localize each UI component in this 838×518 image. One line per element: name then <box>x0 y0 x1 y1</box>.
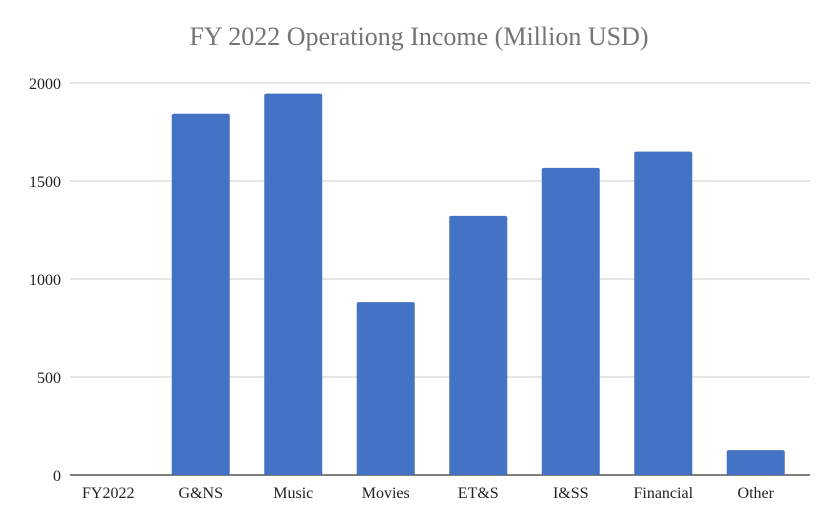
bar-et-s <box>449 215 508 475</box>
x-axis-ticks: FY2022 G&NS Music Movies ET&S I&SS Financial Ot… <box>82 485 775 502</box>
chart-title: FY 2022 Operationg Income (Million USD) <box>189 22 649 51</box>
x-tick-label: Music <box>273 485 313 502</box>
x-tick-label: Financial <box>633 485 693 502</box>
y-axis-ticks: 0 500 1000 1500 2000 <box>29 76 61 485</box>
bar-music <box>264 93 323 476</box>
bar-other <box>726 450 785 475</box>
x-tick-label: Movies <box>362 485 410 502</box>
x-tick-label: I&SS <box>553 485 589 502</box>
x-tick-label: G&NS <box>179 485 223 502</box>
bars <box>171 93 785 476</box>
y-tick-label: 1500 <box>29 174 61 191</box>
x-tick-label: Other <box>738 485 775 502</box>
y-tick-label: 1000 <box>29 272 61 289</box>
bar-i-ss <box>541 167 600 476</box>
x-tick-label: ET&S <box>458 485 499 502</box>
y-tick-label: 2000 <box>29 76 61 93</box>
bar-g-ns <box>171 113 230 475</box>
bar-financial <box>634 151 693 475</box>
bar-movies <box>356 302 415 475</box>
y-tick-label: 0 <box>53 468 61 485</box>
x-tick-label: FY2022 <box>82 485 134 502</box>
y-tick-label: 500 <box>37 370 61 387</box>
